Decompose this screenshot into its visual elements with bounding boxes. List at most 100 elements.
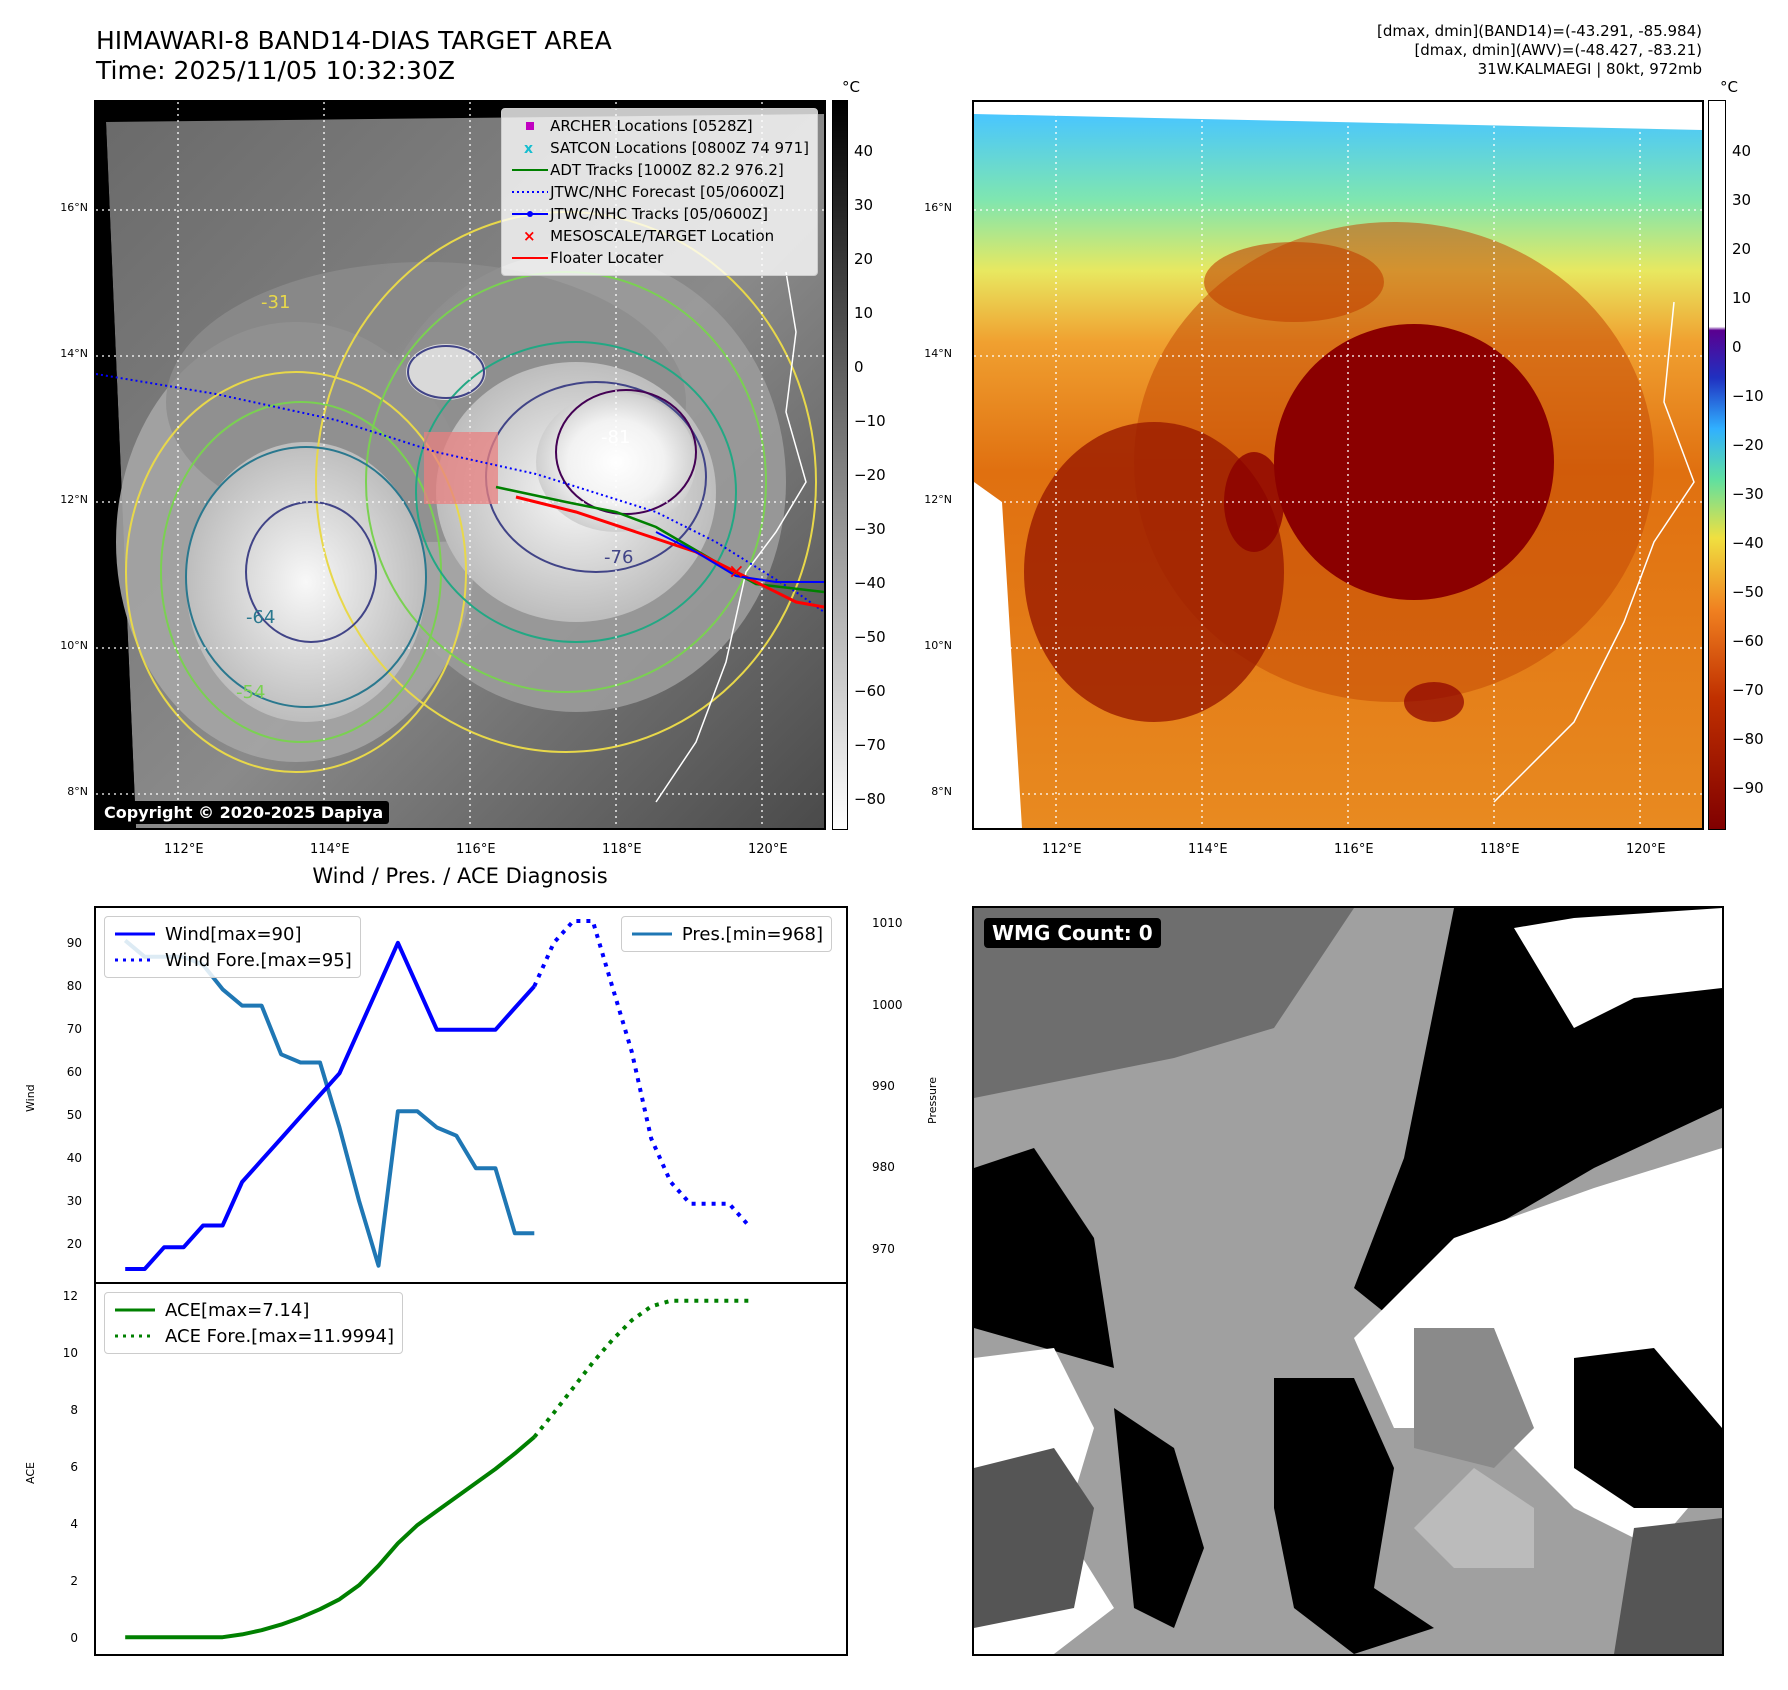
lat-14-left: 14°N — [60, 347, 88, 360]
cbar-right-tick: −40 — [1732, 534, 1764, 552]
wmg-panel: WMG Count: 0 — [972, 906, 1724, 1656]
legend-jtwc-forecast: JTWC/NHC Forecast [05/0600Z] — [512, 183, 785, 201]
svg-text:×: × — [523, 227, 536, 245]
lon-120-right: 120°E — [1626, 842, 1666, 857]
wind-tick: 70 — [66, 1022, 82, 1036]
lat-12-right: 12°N — [924, 493, 952, 506]
copyright-label: Copyright © 2020-2025 Dapiya — [98, 801, 390, 824]
wmg-count-badge: WMG Count: 0 — [984, 918, 1161, 948]
ir-map-svg: × — [96, 102, 824, 828]
cbar-left-tick: 40 — [854, 142, 874, 160]
series-line-ace-1 — [532, 1298, 749, 1439]
chart-title-line2: Time: 2025/11/05 10:32:30Z — [96, 56, 455, 85]
cbar-right-tick: 20 — [1732, 240, 1752, 258]
contour-label-64: -64 — [246, 607, 276, 628]
contour-label-81: -81 — [601, 427, 631, 448]
legend-archer: ARCHER Locations [0528Z] — [510, 115, 809, 137]
cbar-left-tick: 10 — [854, 304, 874, 322]
cbar-right-tick: −70 — [1732, 681, 1764, 699]
legend-floater: Floater Locater — [512, 249, 664, 267]
colorbar-left — [832, 100, 848, 830]
lon-116-left: 116°E — [456, 842, 496, 857]
ace-axis-label: ACE — [24, 1462, 37, 1484]
lat-10-right: 10°N — [924, 639, 952, 652]
lon-118-right: 118°E — [1480, 842, 1520, 857]
info-line3: 31W.KALMAEGI | 80kt, 972mb — [1477, 60, 1702, 78]
wind-legend: Wind[max=90] Wind Fore.[max=95] — [104, 916, 361, 978]
cbar-left-tick: −70 — [854, 736, 886, 754]
lat-10-left: 10°N — [60, 639, 88, 652]
legend-mesoscale: × MESOSCALE/TARGET Location — [523, 227, 775, 245]
wind-tick: 90 — [66, 936, 82, 950]
coastline — [655, 271, 807, 803]
cbar-right-tick: 40 — [1732, 142, 1752, 160]
cbar-left-tick: −30 — [854, 520, 886, 538]
cbar-left-tick: −40 — [854, 574, 886, 592]
cbar-left-tick: 0 — [854, 358, 864, 376]
ace-tick: 2 — [70, 1574, 78, 1588]
cbar-left-tick: −20 — [854, 466, 886, 484]
pres-tick: 1010 — [872, 916, 903, 930]
target-marker: × — [728, 559, 745, 583]
ace-tick: 6 — [70, 1460, 78, 1474]
lon-118-left: 118°E — [602, 842, 642, 857]
forecast-track — [96, 373, 824, 613]
ace-tick: 8 — [70, 1403, 78, 1417]
cbar-right-tick: −30 — [1732, 485, 1764, 503]
legend-pres: Pres.[min=968] — [631, 923, 823, 945]
awv-map-grid — [974, 102, 1702, 828]
awv-map-svg — [974, 102, 1702, 828]
legend-jtwc-tracks: JTWC/NHC Tracks [05/0600Z] — [510, 203, 809, 225]
awv-storm-core — [1274, 324, 1554, 600]
ace-tick: 12 — [62, 1289, 78, 1303]
wind-tick: 40 — [66, 1151, 82, 1165]
jtwc-track — [655, 531, 824, 583]
wind-tick: 20 — [66, 1237, 82, 1251]
target-area-box — [424, 432, 498, 504]
lon-112-right: 112°E — [1042, 842, 1082, 857]
pres-tick: 990 — [872, 1079, 895, 1093]
colorbar-right — [1708, 100, 1726, 830]
lon-112-left: 112°E — [164, 842, 204, 857]
contour-label-31: -31 — [261, 292, 291, 313]
diagnosis-title: Wind / Pres. / ACE Diagnosis — [312, 864, 608, 888]
legend-wind: Wind[max=90] — [115, 923, 302, 945]
cbar-right-tick: −60 — [1732, 632, 1764, 650]
awv-map-panel — [972, 100, 1704, 830]
colorbar-right-unit: °C — [1720, 78, 1738, 96]
lat-12-left: 12°N — [60, 493, 88, 506]
wind-pressure-panel: Wind[max=90] Wind Fore.[max=95] Pres.[mi… — [94, 906, 848, 1284]
legend-adt: ADT Tracks [1000Z 82.2 976.2] — [512, 161, 784, 179]
series-line-wind-0 — [125, 940, 536, 1271]
series-line-wind-1 — [532, 919, 751, 1227]
cbar-right-tick: −50 — [1732, 583, 1764, 601]
legend-ace: ACE[max=7.14] — [115, 1299, 310, 1321]
wind-tick: 50 — [66, 1108, 82, 1122]
cbar-right-tick: 0 — [1732, 338, 1742, 356]
cbar-right-tick: −20 — [1732, 436, 1764, 454]
map-legend: ARCHER Locations [0528Z] x SATCON Locati… — [501, 108, 818, 276]
pres-tick: 980 — [872, 1160, 895, 1174]
west-cloud-blob — [186, 442, 426, 722]
awv-coastline — [1493, 301, 1695, 803]
cbar-left-tick: 20 — [854, 250, 874, 268]
ace-panel: ACE[max=7.14] ACE Fore.[max=11.9994] — [94, 1282, 848, 1656]
pres-tick: 970 — [872, 1242, 895, 1256]
series-line-pressure-0 — [123, 938, 535, 1268]
cbar-right-tick: −80 — [1732, 730, 1764, 748]
pressure-axis-label: Pressure — [926, 1077, 939, 1124]
info-line2: [dmax, dmin](AWV)=(-48.427, -83.21) — [1414, 41, 1702, 59]
lon-120-left: 120°E — [748, 842, 788, 857]
cbar-left-tick: −80 — [854, 790, 886, 808]
chart-title-line1: HIMAWARI-8 BAND14-DIAS TARGET AREA — [96, 26, 612, 55]
lon-114-left: 114°E — [310, 842, 350, 857]
cbar-left-tick: 30 — [854, 196, 874, 214]
lon-114-right: 114°E — [1188, 842, 1228, 857]
legend-wind-fore: Wind Fore.[max=95] — [115, 949, 352, 971]
adt-track — [495, 485, 824, 594]
contour-label-76: -76 — [604, 547, 634, 568]
pres-tick: 1000 — [872, 998, 903, 1012]
ace-plot — [125, 1298, 749, 1640]
wind-tick: 80 — [66, 979, 82, 993]
wind-axis-label: Wind — [24, 1084, 37, 1112]
